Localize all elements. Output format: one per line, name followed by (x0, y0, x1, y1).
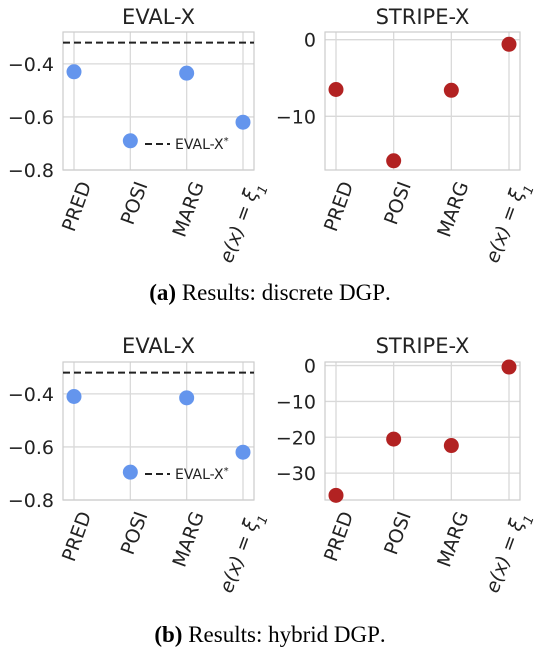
chart4-ytick-label-1: −10 (276, 391, 316, 413)
chart3-xtick-label-1: POSI (117, 509, 153, 558)
chart2-point-3 (501, 36, 517, 52)
chart1-ytick-label-0: −0.4 (8, 54, 54, 76)
caption-b: (b) Results: hybrid DGP. (0, 622, 540, 648)
chart3-point-0 (66, 389, 82, 404)
chart1-point-3 (235, 114, 251, 130)
caption-b-tag: (b) (154, 622, 183, 647)
caption-a-end: . (384, 280, 391, 305)
caption-b-text: Results: hybrid (188, 622, 329, 647)
chart2-title: STRIPE-X (376, 5, 470, 29)
chart4-point-3 (501, 359, 517, 375)
chart3-ytick-label-2: −0.8 (8, 490, 54, 512)
chart1-xtick-label-3: e(x) = ξ1 (216, 179, 272, 268)
chart2-xtick-label-3: e(x) = ξ1 (482, 179, 538, 268)
chart1-point-2 (179, 65, 195, 81)
chart1-legend-label: EVAL-X* (175, 136, 229, 154)
chart1-xtick-label-0: PRED (58, 179, 96, 235)
chart3-point-2 (179, 390, 195, 406)
chart3-xtick-label-2: MARG (169, 509, 209, 570)
chart2-ytick-label-1: −10 (276, 106, 316, 128)
chart4-xtick-label-0: PRED (320, 509, 358, 565)
chart1-xtick-label-2: MARG (169, 179, 209, 240)
caption-b-end: . (379, 622, 386, 647)
chart3-point-1 (122, 464, 138, 480)
chart1-point-0 (66, 64, 82, 80)
chart4-xtick-label-3: e(x) = ξ1 (482, 509, 538, 598)
chart2-xtick-label-0: PRED (320, 179, 358, 235)
chart4-point-0 (328, 487, 344, 503)
chart2-xtick-label-2: MARG (433, 179, 473, 240)
chart4-xtick-label-1: POSI (380, 509, 416, 558)
chart2-xtick-label-1: POSI (380, 179, 416, 228)
chart4-ytick-label-2: −20 (276, 427, 316, 449)
chart3-frame (62, 361, 255, 501)
caption-a-tag: (a) (149, 280, 177, 305)
chart4-xtick-label-2: MARG (433, 509, 473, 570)
chart2-point-2 (443, 82, 459, 98)
chart2-frame (324, 31, 521, 171)
chart2-point-1 (386, 153, 402, 169)
chart3-point-3 (235, 444, 251, 460)
caption-a-dgp: DGP (338, 280, 385, 305)
caption-a-text: Results: discrete (181, 280, 334, 305)
chart3-ytick-label-1: −0.6 (8, 437, 54, 459)
chart1-ytick-label-2: −0.8 (8, 160, 54, 182)
caption-a: (a) Results: discrete DGP. (0, 280, 540, 306)
chart4-point-1 (386, 431, 402, 447)
chart1-ytick-label-1: −0.6 (8, 107, 54, 129)
chart2-ytick-label-0: 0 (304, 30, 316, 52)
chart1-frame (62, 31, 255, 171)
chart1-point-1 (122, 133, 138, 149)
chart3-xtick-label-3: e(x) = ξ1 (216, 509, 272, 598)
chart4-ytick-label-0: 0 (304, 356, 316, 378)
chart4-title: STRIPE-X (376, 334, 470, 358)
chart3-title: EVAL-X (122, 334, 195, 358)
chart1-title: EVAL-X (122, 5, 195, 29)
chart3-legend-label: EVAL-X* (175, 466, 229, 484)
chart4-frame (324, 361, 521, 501)
chart2-point-0 (328, 82, 344, 97)
chart4-point-2 (443, 438, 459, 454)
chart3-xtick-label-0: PRED (58, 509, 96, 565)
caption-b-dgp: DGP (333, 622, 380, 647)
chart3-ytick-label-0: −0.4 (8, 384, 54, 406)
chart4-ytick-label-3: −30 (276, 463, 316, 485)
chart1-xtick-label-1: POSI (117, 179, 153, 228)
